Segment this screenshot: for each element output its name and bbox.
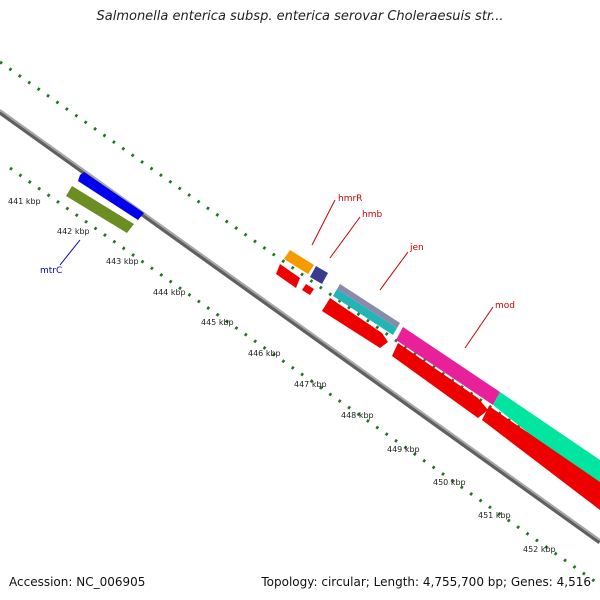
scale-label-447: 447 kbp [294,380,327,389]
gene-label-mod: mod [495,301,515,311]
scale-label-445: 445 kbp [201,318,234,327]
gene-label-mtrC: mtrC [40,266,62,276]
gene-red-small-1 [276,264,300,288]
scale-label-450: 450 kbp [433,478,466,487]
gene-teal [333,289,397,335]
gene-label-hmb: hmb [362,210,382,220]
gene-orange [284,250,314,274]
gene-labels: mtrC hmrR hmb jen mod [40,194,515,311]
scale-label-444: 444 kbp [153,288,186,297]
scale-label-451: 451 kbp [478,511,511,520]
gene-red-long-1 [392,343,488,418]
backbone [0,109,600,545]
scale-labels: 441 kbp 442 kbp 443 kbp 444 kbp 445 kbp … [8,197,556,554]
label-leaders [59,199,494,349]
scale-label-452: 452 kbp [523,545,556,554]
summary-text: Topology: circular; Length: 4,755,700 bp… [261,575,591,589]
gene-red-long-2 [482,406,600,510]
gene-features [66,172,600,510]
gene-slate [337,284,400,328]
map-title: Salmonella enterica subsp. enterica sero… [96,9,504,24]
accession-text: Accession: NC_006905 [9,575,146,589]
gene-red-jen [322,298,388,348]
scale-label-449: 449 kbp [387,445,420,454]
gene-red-small-2 [302,284,314,295]
gene-label-hmrR: hmrR [338,194,362,204]
gene-label-jen: jen [409,243,424,253]
gene-mtrC-olive [66,186,134,233]
scale-label-441: 441 kbp [8,197,41,206]
gene-magenta-mod [396,327,500,405]
scale-track-inner [9,166,600,587]
scale-label-446: 446 kbp [248,349,281,358]
scale-label-448: 448 kbp [341,411,374,420]
gene-hmb-navy [310,266,328,284]
gene-blue-arrow [78,172,144,220]
scale-label-442: 442 kbp [57,227,90,236]
scale-label-443: 443 kbp [106,257,139,266]
